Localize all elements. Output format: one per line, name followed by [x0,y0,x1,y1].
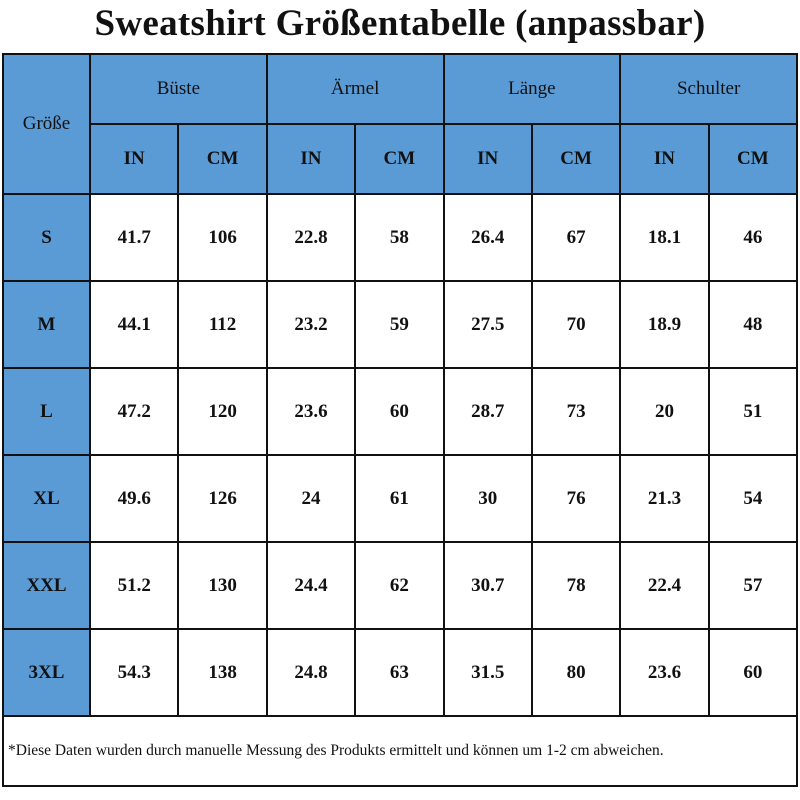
group-header-length: Länge [442,53,622,125]
value-cell: 120 [177,367,268,456]
footnote: *Diese Daten wurden durch manuelle Messu… [2,715,798,787]
value-cell: 63 [354,628,445,717]
value-cell: 24.4 [265,541,357,630]
size-cell: XXL [2,541,91,630]
value-cell: 112 [177,280,268,369]
unit-header: CM [707,123,799,195]
value-cell: 57 [707,541,799,630]
value-cell: 41.7 [88,193,180,282]
value-cell: 51 [707,367,799,456]
value-cell: 23.6 [619,628,710,717]
value-cell: 138 [177,628,268,717]
value-cell: 80 [530,628,622,717]
value-cell: 76 [530,454,622,543]
table-row: 3XL 54.3 138 24.8 63 31.5 80 23.6 60 [2,628,799,717]
value-cell: 18.1 [619,193,710,282]
value-cell: 22.4 [619,541,710,630]
table-row: XL 49.6 126 24 61 30 76 21.3 54 [2,454,799,543]
unit-header: IN [442,123,533,195]
value-cell: 30.7 [442,541,533,630]
value-cell: 27.5 [442,280,533,369]
value-cell: 31.5 [442,628,533,717]
value-cell: 30 [442,454,533,543]
value-cell: 62 [354,541,445,630]
value-cell: 28.7 [442,367,533,456]
value-cell: 49.6 [88,454,180,543]
size-cell: S [2,193,91,282]
value-cell: 78 [530,541,622,630]
value-cell: 60 [354,367,445,456]
value-cell: 21.3 [619,454,710,543]
value-cell: 61 [354,454,445,543]
value-cell: 23.2 [265,280,357,369]
value-cell: 24 [265,454,357,543]
value-cell: 54.3 [88,628,180,717]
value-cell: 106 [177,193,268,282]
value-cell: 46 [707,193,799,282]
table-row: L 47.2 120 23.6 60 28.7 73 20 51 [2,367,799,456]
group-header-sleeve: Ärmel [265,53,445,125]
unit-header: IN [265,123,357,195]
value-cell: 73 [530,367,622,456]
value-cell: 18.9 [619,280,710,369]
value-cell: 47.2 [88,367,180,456]
table-row: S 41.7 106 22.8 58 26.4 67 18.1 46 [2,193,799,282]
value-cell: 54 [707,454,799,543]
unit-header: CM [177,123,268,195]
unit-header: IN [619,123,710,195]
size-cell: M [2,280,91,369]
value-cell: 22.8 [265,193,357,282]
table-row: M 44.1 112 23.2 59 27.5 70 18.9 48 [2,280,799,369]
page-title: Sweatshirt Größentabelle (anpassbar) [94,3,706,44]
value-cell: 20 [619,367,710,456]
unit-header: CM [354,123,445,195]
value-cell: 130 [177,541,268,630]
value-cell: 51.2 [88,541,180,630]
value-cell: 126 [177,454,268,543]
value-cell: 59 [354,280,445,369]
table-row: XXL 51.2 130 24.4 62 30.7 78 22.4 57 [2,541,799,630]
group-header-bust: Büste [89,53,268,125]
footnote-row: *Diese Daten wurden durch manuelle Messu… [2,715,798,787]
group-header-row: Größe Büste Ärmel Länge Schulter [2,53,798,195]
unit-header: CM [530,123,622,195]
unit-header: IN [88,123,180,195]
size-column-header: Größe [2,53,91,195]
value-cell: 60 [707,628,799,717]
value-cell: 23.6 [265,367,357,456]
value-cell: 44.1 [88,280,180,369]
unit-header-row: IN CM IN CM IN CM IN CM [3,123,799,195]
value-cell: 48 [707,280,799,369]
value-cell: 58 [354,193,445,282]
value-cell: 67 [530,193,622,282]
group-header-shoulder: Schulter [619,53,798,125]
size-cell: L [2,367,91,456]
size-table: Größe Büste Ärmel Länge Schulter IN CM IN C… [2,53,799,787]
value-cell: 26.4 [442,193,533,282]
size-cell: XL [2,454,91,543]
value-cell: 24.8 [265,628,357,717]
size-cell: 3XL [2,628,91,717]
value-cell: 70 [530,280,622,369]
